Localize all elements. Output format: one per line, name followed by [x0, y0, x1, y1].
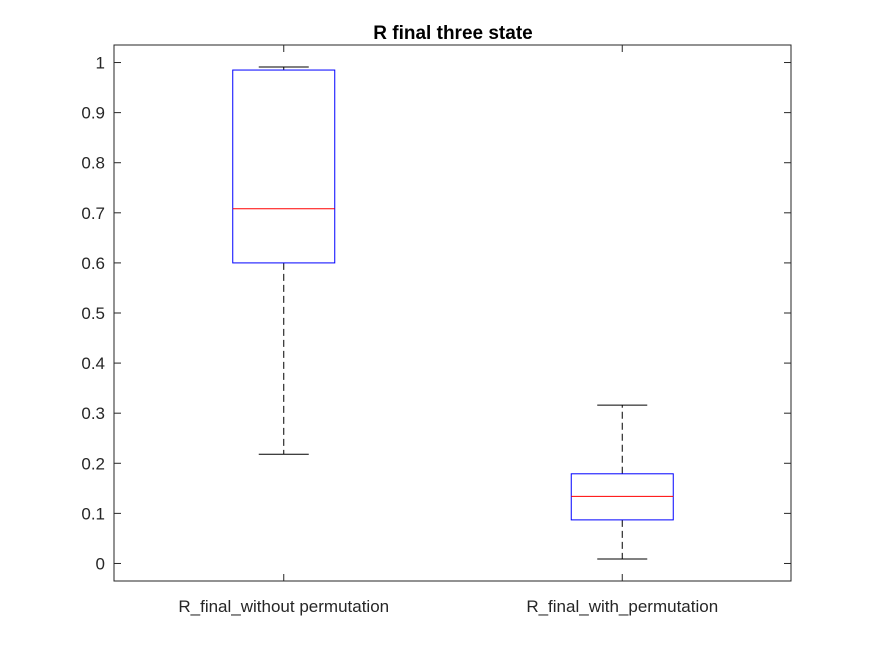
interquartile-box: [232, 69, 336, 264]
y-tick-label: 0.4: [81, 354, 105, 373]
y-tick-label: 0.9: [81, 104, 105, 123]
y-tick-label: 0.7: [81, 204, 105, 223]
y-tick-label: 0.3: [81, 404, 105, 423]
x-category-label: R_final_without permutation: [178, 597, 389, 616]
box-1: [232, 66, 336, 455]
y-tick-label: 0.6: [81, 254, 105, 273]
interquartile-box: [570, 473, 674, 521]
plot-area-frame: [113, 44, 792, 582]
y-tick-label: 0.5: [81, 304, 105, 323]
box-series: [232, 66, 674, 560]
y-tick-label: 0.8: [81, 154, 105, 173]
y-tick-label: 0.2: [81, 454, 105, 473]
box-2: [570, 404, 674, 560]
y-tick-label: 1: [96, 54, 105, 73]
chart-title: R final three state: [373, 23, 532, 44]
y-axis: 0 0.1 0.2 0.3 0.4 0.5 0.6 0.7 0.8 0.9 1: [81, 54, 791, 573]
x-category-label: R_final_with_permutation: [526, 597, 718, 616]
y-tick-label: 0: [96, 554, 105, 573]
y-tick-label: 0.1: [81, 504, 105, 523]
x-axis: R_final_without permutation R_final_with_…: [178, 45, 718, 616]
